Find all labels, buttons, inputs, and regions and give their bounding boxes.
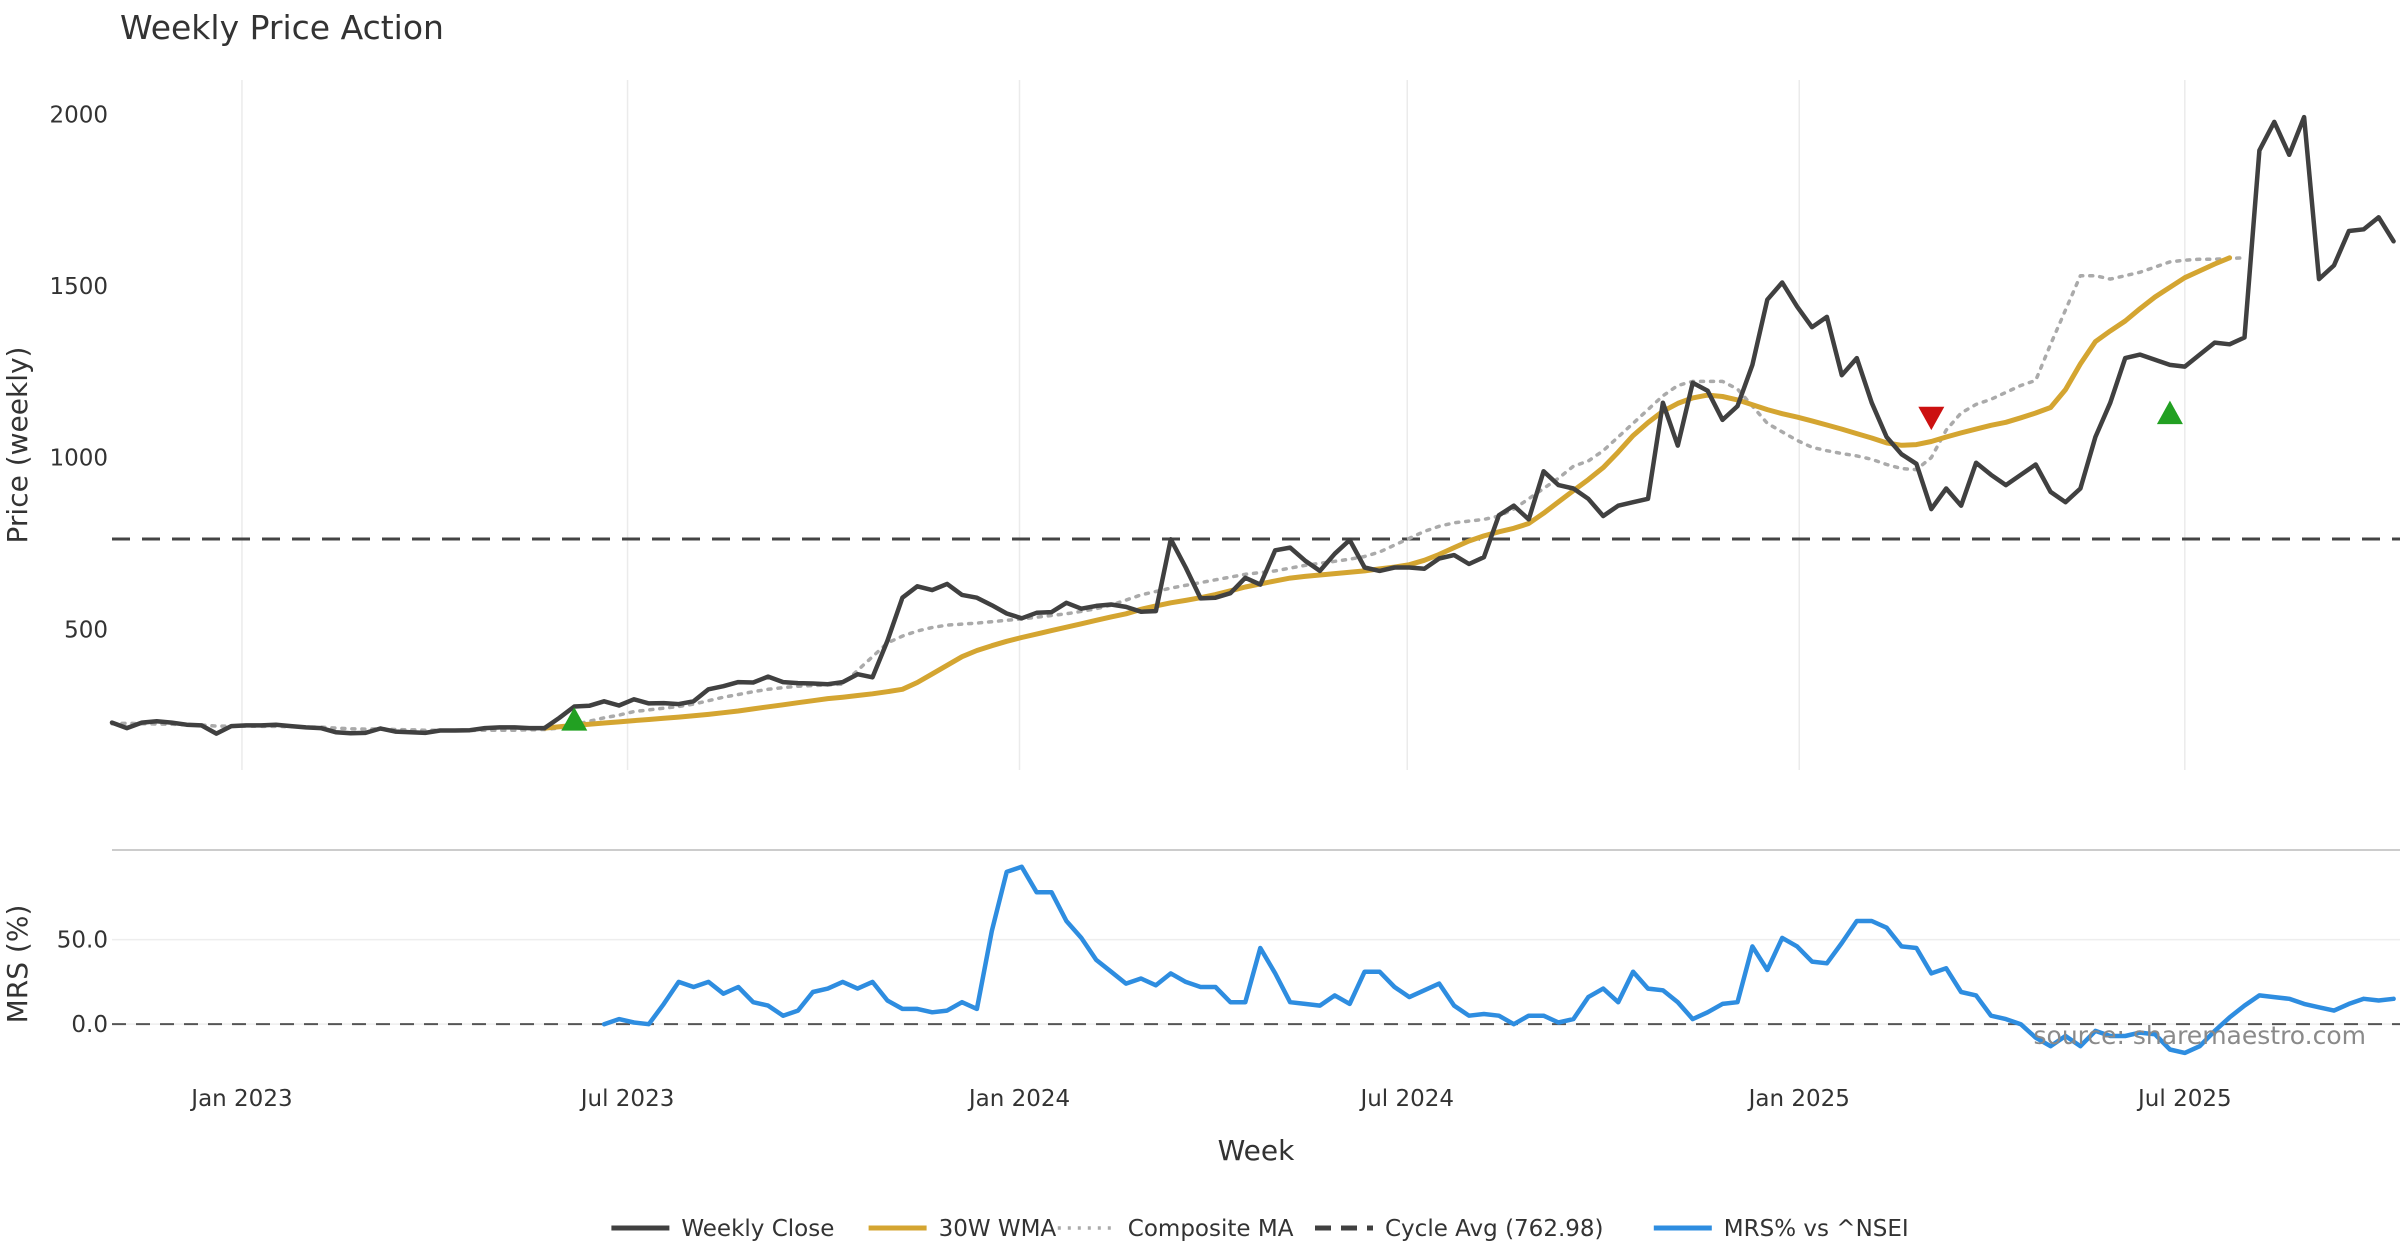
x-tick-label: Jul 2024 (1358, 1086, 1454, 1112)
mrs-y-ticks: 0.0 50.0 (57, 928, 108, 1039)
x-ticks: Jan 2023 Jul 2023 Jan 2024 Jul 2024 Jan 2025… (189, 1086, 2231, 1112)
mrs-y-tick-label: 0.0 (71, 1012, 108, 1038)
legend: Weekly Close 30W WMA Composite MA Cycle Avg… (611, 1216, 1909, 1242)
legend-label: Composite MA (1128, 1216, 1294, 1242)
series-composite-ma (110, 256, 2247, 733)
legend-item-30w-wma: 30W WMA (868, 1216, 1057, 1242)
series-mrs-vs-nsei (601, 864, 2396, 1056)
legend-item-mrs-vs-nsei: MRS% vs ^NSEI (1653, 1216, 1909, 1242)
price-y-tick-label: 1000 (49, 446, 108, 472)
mrs-y-tick-label: 50.0 (57, 928, 108, 954)
price-y-ticks: 500 1000 1500 2000 (49, 102, 108, 643)
x-tick-label: Jan 2023 (189, 1086, 292, 1112)
price-y-tick-label: 2000 (49, 102, 108, 128)
x-tick-label: Jul 2023 (579, 1086, 675, 1112)
series-weekly-close (109, 114, 2396, 736)
buy-signal-marker-0 (561, 707, 588, 731)
x-tick-label: Jul 2025 (2136, 1086, 2232, 1112)
legend-label: Cycle Avg (762.98) (1385, 1216, 1604, 1242)
signal-markers (561, 400, 2183, 731)
chart-title: Weekly Price Action (120, 8, 444, 47)
source-label: source: sharemaestro.com (2034, 1021, 2367, 1050)
price-y-tick-label: 1500 (49, 274, 108, 300)
price-y-axis-label: Price (weekly) (1, 347, 34, 544)
legend-label: Weekly Close (681, 1216, 834, 1242)
price-series-group (109, 114, 2396, 736)
mrs-series-group (601, 864, 2396, 1056)
price-grid (241, 80, 2186, 770)
legend-item-composite-ma: Composite MA (1057, 1216, 1294, 1242)
x-axis-label: Week (1218, 1134, 1295, 1167)
legend-label: 30W WMA (939, 1216, 1057, 1242)
sell-signal-marker-1 (1918, 406, 1945, 431)
x-tick-label: Jan 2025 (1747, 1086, 1850, 1112)
x-tick-label: Jan 2024 (967, 1086, 1070, 1112)
legend-item-weekly-close: Weekly Close (611, 1216, 834, 1242)
legend-item-cycle-avg-762-98: Cycle Avg (762.98) (1315, 1216, 1604, 1242)
price-y-tick-label: 500 (64, 617, 108, 643)
mrs-y-axis-label: MRS (%) (1, 905, 34, 1024)
buy-signal-marker-2 (2156, 400, 2183, 425)
legend-label: MRS% vs ^NSEI (1724, 1216, 1909, 1242)
